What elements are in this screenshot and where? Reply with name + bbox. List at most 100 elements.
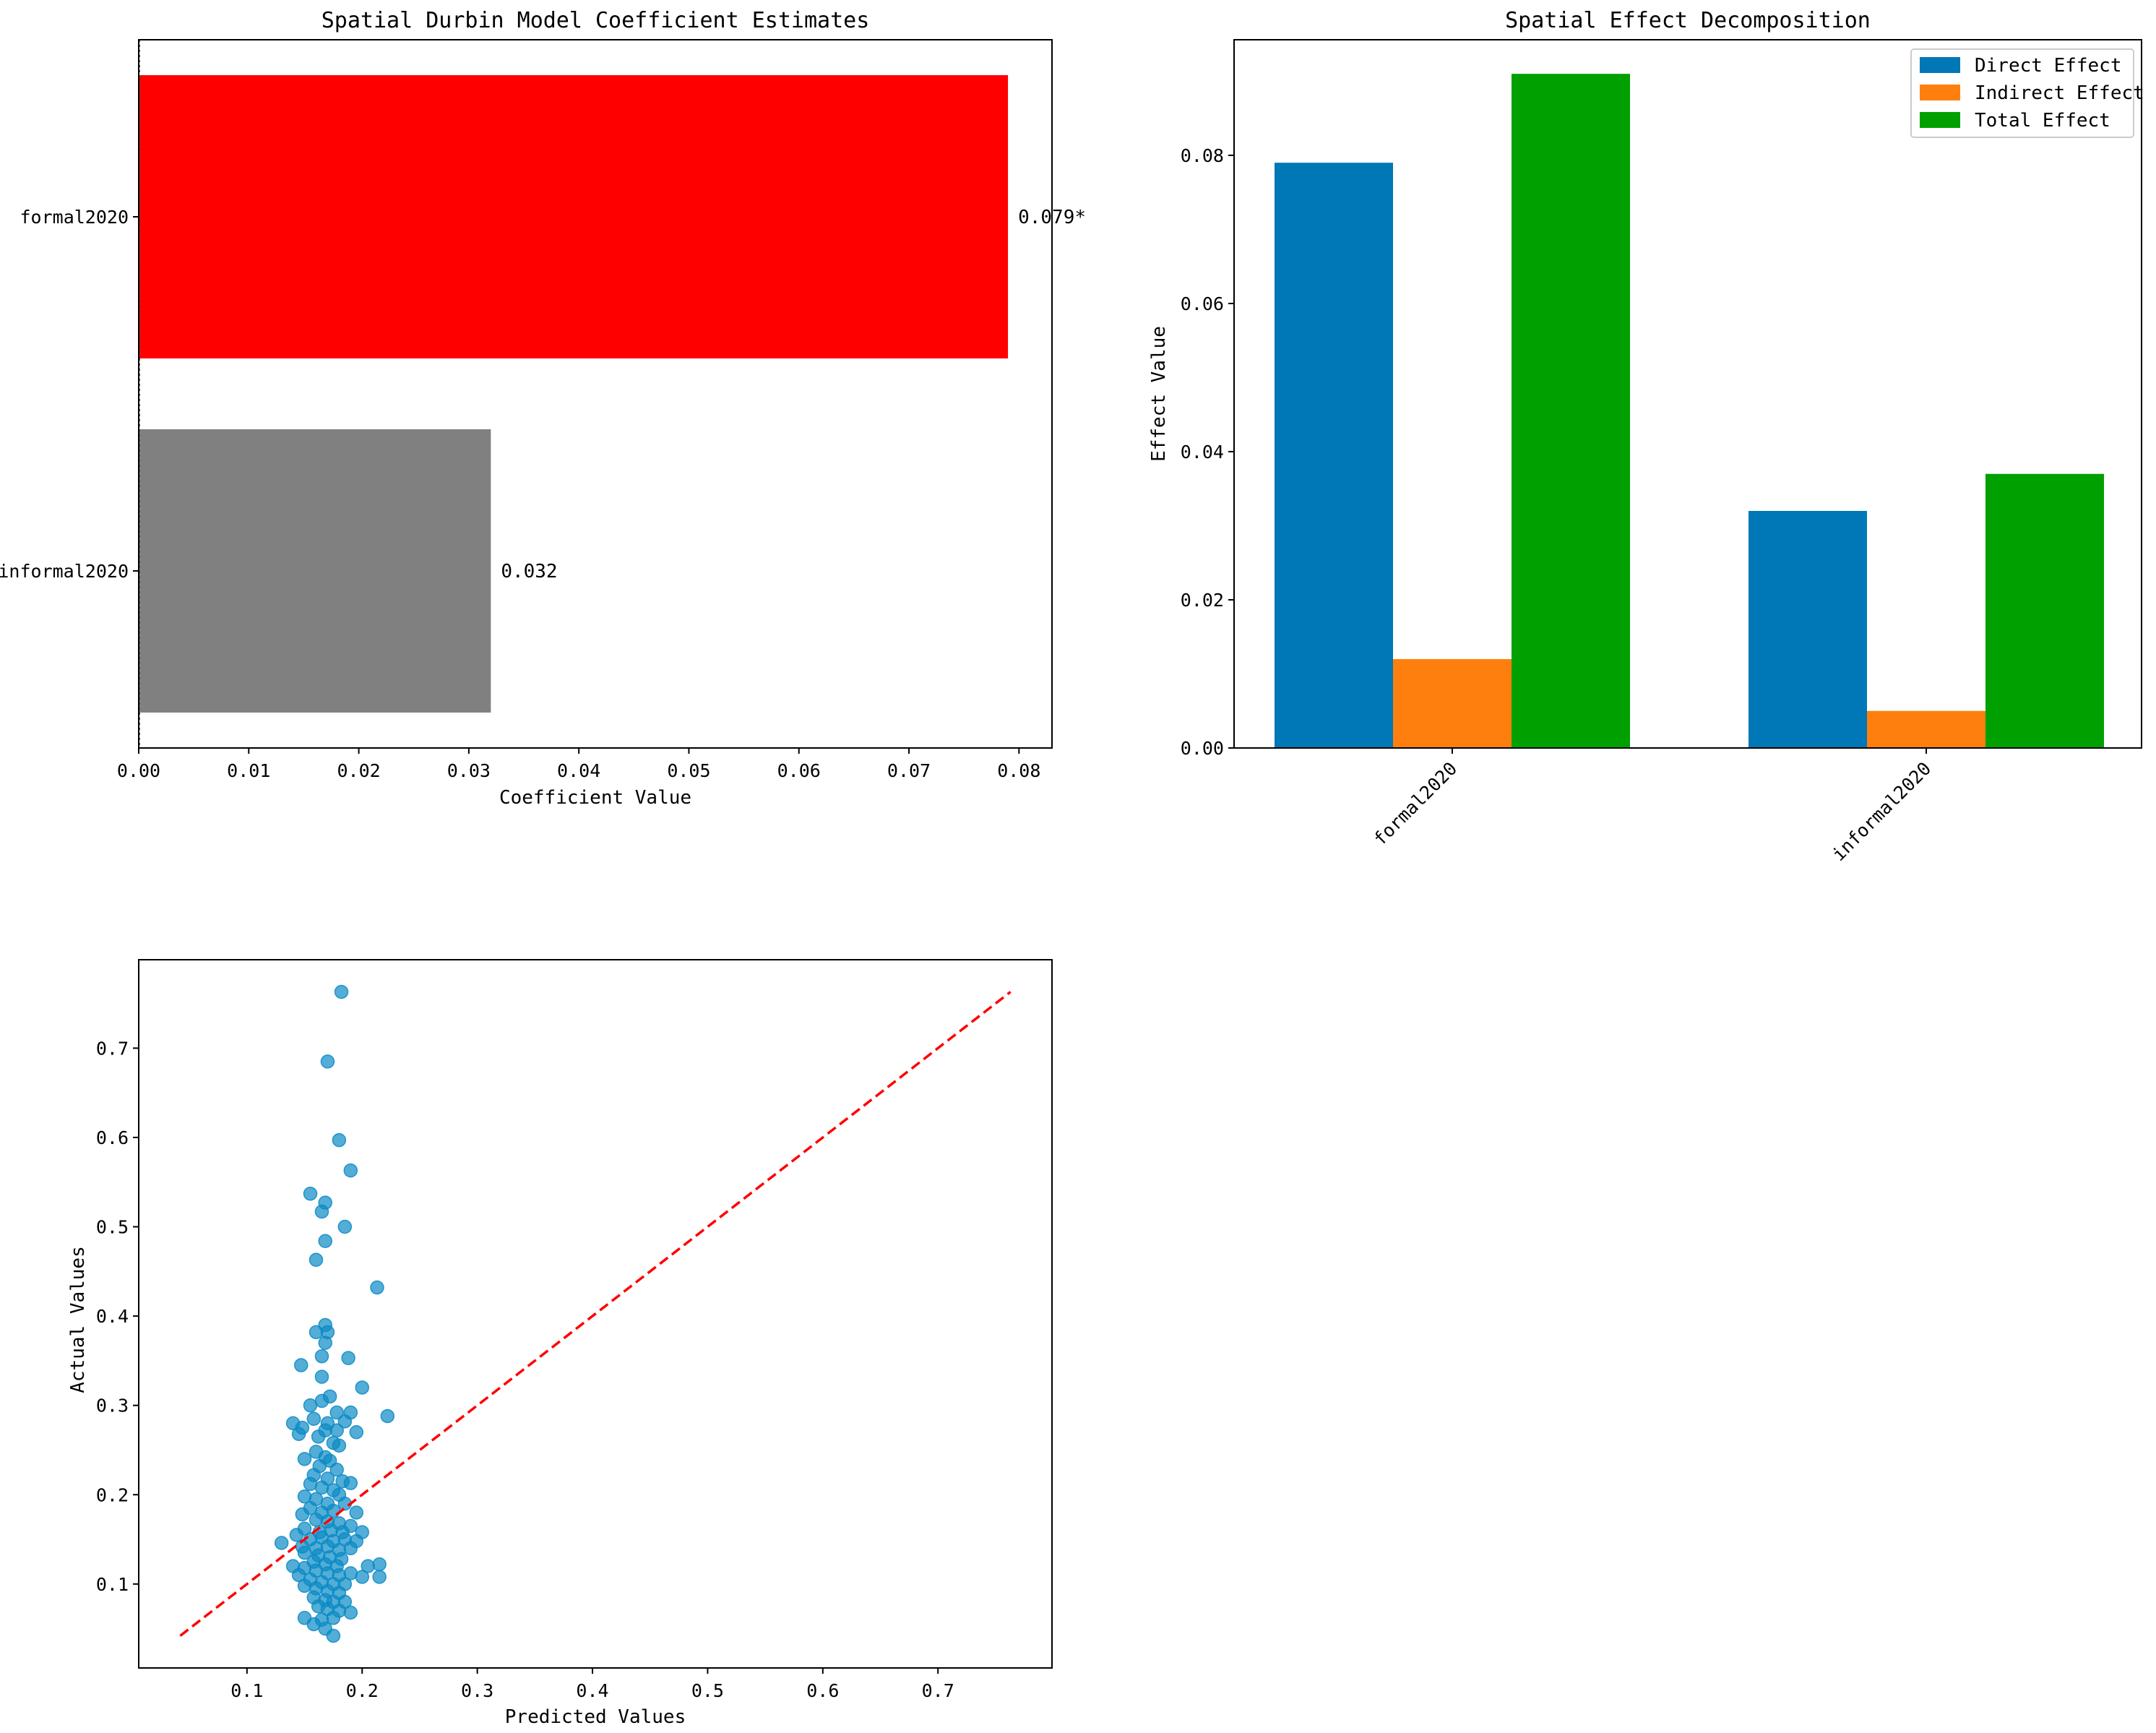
- coefficient-value-label-informal2020: 0.032: [501, 561, 557, 582]
- scatter-point: [309, 1252, 324, 1267]
- scatter-point: [329, 1405, 344, 1420]
- effect-xtick-label-informal2020: informal2020: [1828, 758, 1935, 865]
- scatter-xlabel: Predicted Values: [505, 1706, 686, 1728]
- effect-ytick-label: 0.08: [1181, 145, 1224, 166]
- scatter-point: [332, 1132, 347, 1148]
- effect-chart-ylabel: Effect Value: [1148, 326, 1170, 462]
- effect-ytick-label: 0.06: [1181, 293, 1224, 314]
- scatter-point: [349, 1505, 364, 1520]
- scatter-ytick-label: 0.4: [96, 1306, 129, 1327]
- scatter-point: [314, 1204, 329, 1219]
- coefficient-xtick-label: 0.06: [777, 760, 821, 781]
- scatter-point: [355, 1570, 369, 1584]
- scatter-point: [337, 1219, 353, 1234]
- effect-xtick-label-formal2020: formal2020: [1369, 758, 1461, 850]
- effect-bar-formal2020-indirect-effect: [1393, 658, 1512, 748]
- coefficient-xtick-label: 0.07: [887, 760, 931, 781]
- scatter-point: [297, 1578, 312, 1594]
- scatter-xtick-label: 0.1: [230, 1680, 263, 1701]
- scatter-point: [337, 1414, 353, 1429]
- effect-ytick-label: 0.00: [1181, 738, 1224, 759]
- scatter-xtick-label: 0.6: [806, 1680, 839, 1701]
- scatter-point: [355, 1380, 369, 1395]
- scatter-point: [297, 1545, 312, 1560]
- scatter-point: [349, 1424, 364, 1440]
- coefficient-chart-xlabel: Coefficient Value: [499, 787, 691, 809]
- coefficient-xtick-label: 0.03: [447, 760, 491, 781]
- effect-bar-formal2020-total-effect: [1512, 74, 1630, 749]
- effect-ytick-label: 0.02: [1181, 590, 1224, 611]
- scatter-point: [318, 1234, 332, 1249]
- coefficient-xtick-label: 0.08: [997, 760, 1040, 781]
- scatter-point: [314, 1349, 329, 1364]
- scatter-xtick-label: 0.5: [691, 1680, 724, 1701]
- scatter-point: [314, 1369, 329, 1384]
- scatter-point: [289, 1528, 304, 1542]
- coefficient-ytick-label-formal2020: formal2020: [20, 207, 129, 228]
- legend-swatch-total-effect: [1920, 112, 1960, 128]
- scatter-point: [332, 1438, 347, 1453]
- scatter-point: [291, 1427, 306, 1441]
- coefficient-plot-frame: [138, 39, 1053, 749]
- coefficient-ytick-label-informal2020: informal2020: [0, 561, 129, 582]
- scatter-point: [297, 1489, 312, 1504]
- scatter-point: [274, 1536, 289, 1550]
- scatter-point: [380, 1409, 395, 1424]
- scatter-point: [329, 1423, 344, 1438]
- scatter-point: [343, 1605, 358, 1620]
- effect-chart-legend: Direct Effect Indirect Effect Total Effect: [1910, 48, 2144, 138]
- coefficient-bar-informal2020: [139, 429, 491, 713]
- coefficient-xtick-label: 0.01: [227, 760, 270, 781]
- scatter-point: [343, 1476, 358, 1490]
- effect-bar-informal2020-indirect-effect: [1867, 710, 1985, 748]
- scatter-point: [295, 1507, 310, 1522]
- scatter-point: [303, 1187, 318, 1201]
- legend-swatch-indirect-effect: [1920, 85, 1960, 100]
- coefficient-xtick-label: 0.02: [337, 760, 380, 781]
- scatter-point: [329, 1462, 344, 1477]
- reference-line: [179, 991, 1012, 1637]
- scatter-ytick-label: 0.3: [96, 1396, 129, 1416]
- scatter-point: [372, 1570, 387, 1584]
- scatter-ytick-label: 0.7: [96, 1038, 129, 1059]
- scatter-point: [309, 1513, 324, 1527]
- legend-frame: [1910, 48, 2134, 138]
- legend-label-direct-effect: Direct Effect: [1975, 55, 2122, 77]
- effect-decomposition-chart: Spatial Effect Decomposition formal2020 i…: [1148, 8, 2144, 865]
- coefficient-chart: Spatial Durbin Model Coefficient Estimat…: [0, 8, 1086, 809]
- effect-bar-formal2020-direct-effect: [1275, 163, 1393, 748]
- scatter-xtick-label: 0.7: [922, 1680, 954, 1701]
- scatter-point: [314, 1480, 329, 1495]
- scatter-ytick-label: 0.5: [96, 1217, 129, 1238]
- effect-bar-informal2020-total-effect: [1985, 473, 2104, 748]
- legend-label-indirect-effect: Indirect Effect: [1975, 82, 2144, 104]
- legend-label-total-effect: Total Effect: [1975, 110, 2110, 132]
- scatter-point: [303, 1398, 318, 1413]
- coefficient-bar-formal2020: [139, 75, 1009, 358]
- scatter-point: [297, 1452, 312, 1466]
- scatter-point: [343, 1163, 358, 1178]
- scatter-point: [320, 1054, 335, 1069]
- scatter-point: [326, 1628, 341, 1643]
- coefficient-xtick-label: 0.05: [667, 760, 710, 781]
- scatter-point: [334, 984, 349, 999]
- legend-swatch-direct-effect: [1920, 57, 1960, 73]
- scatter-ytick-label: 0.6: [96, 1127, 129, 1148]
- effect-bar-informal2020-direct-effect: [1748, 510, 1867, 748]
- effect-ytick-label: 0.04: [1181, 442, 1224, 463]
- scatter-point: [318, 1336, 332, 1350]
- coefficient-chart-title: Spatial Durbin Model Coefficient Estimat…: [322, 8, 870, 33]
- scatter-xtick-label: 0.2: [346, 1680, 379, 1701]
- coefficient-xtick-label: 0.00: [117, 760, 160, 781]
- scatter-point: [306, 1411, 322, 1426]
- scatter-point: [343, 1541, 358, 1556]
- scatter-xtick-label: 0.4: [576, 1680, 608, 1701]
- effect-plot-frame: [1233, 39, 2142, 749]
- coefficient-xtick-label: 0.04: [557, 760, 600, 781]
- scatter-ytick-label: 0.2: [96, 1484, 129, 1505]
- scatter-ylabel: Actual Values: [67, 1246, 89, 1393]
- scatter-point: [311, 1429, 326, 1444]
- scatter-ytick-label: 0.1: [96, 1574, 129, 1595]
- scatter-point: [372, 1557, 387, 1572]
